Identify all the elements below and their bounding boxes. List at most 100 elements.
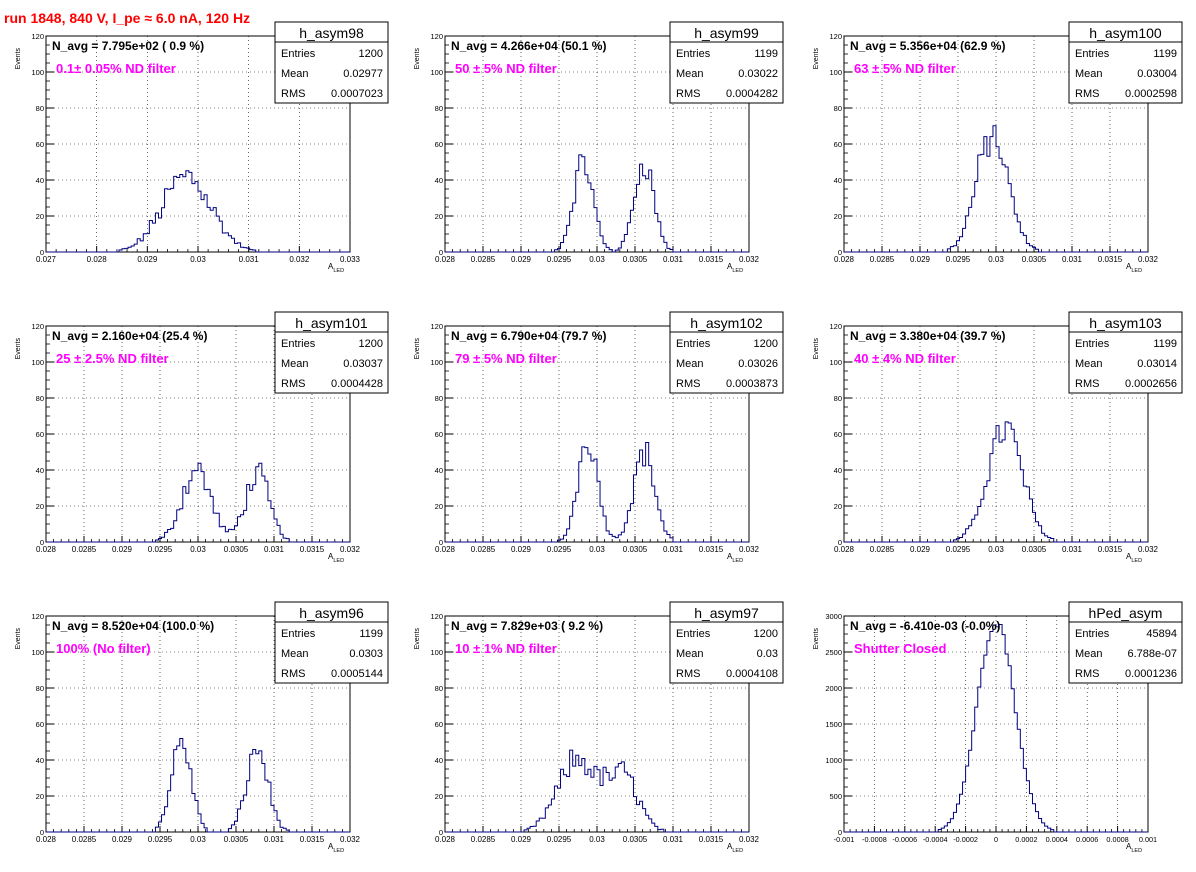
stats-key: Mean xyxy=(676,68,704,80)
x-tick-label: 0.028 xyxy=(36,545,57,554)
x-tick-label: 0.001 xyxy=(1139,835,1157,844)
x-tick-label: 0.0305 xyxy=(1022,255,1047,264)
y-axis-title: Events xyxy=(15,628,22,650)
y-tick-label: 100 xyxy=(31,358,44,367)
y-tick-label: 1500 xyxy=(825,720,842,729)
y-tick-label: 40 xyxy=(435,176,443,185)
y-tick-label: 0 xyxy=(40,538,44,547)
y-tick-label: 20 xyxy=(834,212,842,221)
x-tick-label: 0.0315 xyxy=(1098,255,1123,264)
stats-value: 0.0004108 xyxy=(726,668,778,680)
stats-box xyxy=(1068,601,1183,684)
x-tick-label: 0.031 xyxy=(663,545,684,554)
histogram-panel: 0.028 0.0285 0.029 0.0295 0.03 0.0305 0.031 0.0… xyxy=(414,601,784,854)
y-tick-label: 120 xyxy=(829,322,842,331)
y-tick-label: 60 xyxy=(435,430,443,439)
y-tick-label: 40 xyxy=(435,756,443,765)
stats-key: RMS xyxy=(281,88,305,100)
x-tick-label: 0.0295 xyxy=(148,835,173,844)
x-axis-subscript: LED xyxy=(1131,558,1142,564)
y-tick-label: 100 xyxy=(430,358,443,367)
x-tick-label: 0.0315 xyxy=(1098,545,1123,554)
x-tick-label: 0.03 xyxy=(190,255,206,264)
stats-value: 0.0002598 xyxy=(1125,88,1177,100)
y-tick-label: 40 xyxy=(36,756,44,765)
stats-value: 0.03026 xyxy=(738,358,778,370)
stats-value: 0.0007023 xyxy=(331,88,383,100)
stats-key: RMS xyxy=(281,668,305,680)
stats-value: 45894 xyxy=(1146,628,1177,640)
x-tick-label: 0 xyxy=(994,835,998,844)
stats-key: RMS xyxy=(676,88,700,100)
x-tick-label: 0.032 xyxy=(340,545,361,554)
y-tick-label: 80 xyxy=(36,394,44,403)
navg-label: N_avg = 4.266e+04 (50.1 %) xyxy=(451,39,606,53)
stats-value: 1200 xyxy=(754,338,778,350)
y-tick-label: 120 xyxy=(31,322,44,331)
x-tick-label: 0.032 xyxy=(289,255,310,264)
stats-value: 1200 xyxy=(754,628,778,640)
stats-value: 1199 xyxy=(1153,338,1177,350)
stats-value: 1200 xyxy=(359,48,383,60)
x-tick-label: 0.032 xyxy=(1138,545,1159,554)
y-tick-label: 120 xyxy=(31,32,44,41)
histogram-name: h_asym103 xyxy=(1089,315,1162,331)
x-tick-label: 0.0002 xyxy=(1015,835,1037,844)
x-tick-label: 0.028 xyxy=(435,255,456,264)
filter-label: 79 ± 5% ND filter xyxy=(455,351,557,366)
stats-box xyxy=(669,21,784,104)
stats-box xyxy=(274,311,389,394)
x-tick-label: 0.031 xyxy=(264,545,285,554)
histogram-panel: -0.001 -0.0008 -0.0006 -0.0004 -0.0002 0 0.000… xyxy=(813,601,1183,854)
stats-key: Entries xyxy=(281,628,316,640)
histogram-panel: 0.028 0.0285 0.029 0.0295 0.03 0.0305 0.031 0.0… xyxy=(813,21,1183,274)
stats-value: 1199 xyxy=(359,628,383,640)
y-axis-title: Events xyxy=(414,338,421,360)
histogram-name: hPed_asym xyxy=(1089,605,1163,621)
stats-value: 0.03004 xyxy=(1137,68,1177,80)
y-axis-title: Events xyxy=(15,48,22,70)
y-tick-label: 1000 xyxy=(825,756,842,765)
stats-key: Mean xyxy=(676,358,704,370)
histogram-line xyxy=(844,421,1148,543)
x-tick-label: 0.032 xyxy=(739,255,760,264)
stats-key: Entries xyxy=(1075,338,1110,350)
y-tick-label: 60 xyxy=(36,720,44,729)
histogram-panel: 0.028 0.0285 0.029 0.0295 0.03 0.0305 0.031 0.0… xyxy=(414,311,784,564)
x-tick-label: 0.0004 xyxy=(1046,835,1068,844)
stats-key: Entries xyxy=(676,338,711,350)
y-tick-label: 2500 xyxy=(825,648,842,657)
navg-label: N_avg = -6.410e-03 (-0.0%) xyxy=(850,619,1000,633)
y-axis-title: Events xyxy=(813,338,820,360)
y-axis-title: Events xyxy=(15,338,22,360)
y-tick-label: 60 xyxy=(36,430,44,439)
x-tick-label: 0.029 xyxy=(910,255,931,264)
x-tick-label: 0.0285 xyxy=(471,255,496,264)
y-tick-label: 80 xyxy=(435,104,443,113)
histogram-name: h_asym97 xyxy=(694,605,759,621)
y-tick-label: 120 xyxy=(430,322,443,331)
x-tick-label: 0.0295 xyxy=(547,835,572,844)
x-tick-label: 0.0285 xyxy=(72,545,97,554)
y-tick-label: 80 xyxy=(834,104,842,113)
stats-key: RMS xyxy=(1075,88,1099,100)
x-axis-subscript: LED xyxy=(732,848,743,854)
y-tick-label: 60 xyxy=(435,720,443,729)
stats-value: 1200 xyxy=(359,338,383,350)
y-tick-label: 80 xyxy=(36,104,44,113)
x-tick-label: 0.028 xyxy=(435,545,456,554)
filter-label: Shutter Closed xyxy=(854,641,947,656)
stats-key: Mean xyxy=(1075,68,1103,80)
x-tick-label: 0.03 xyxy=(589,545,605,554)
y-axis-title: Events xyxy=(414,628,421,650)
stats-key: Entries xyxy=(281,338,316,350)
x-tick-label: 0.03 xyxy=(589,835,605,844)
histogram-panel: 0.028 0.0285 0.029 0.0295 0.03 0.0305 0.031 0.0… xyxy=(15,601,389,854)
histogram-line xyxy=(46,170,350,253)
y-tick-label: 60 xyxy=(36,140,44,149)
histogram-name: h_asym98 xyxy=(299,25,364,41)
x-tick-label: 0.0315 xyxy=(699,545,724,554)
stats-value: 0.0002656 xyxy=(1125,378,1177,390)
x-tick-label: 0.0315 xyxy=(699,255,724,264)
